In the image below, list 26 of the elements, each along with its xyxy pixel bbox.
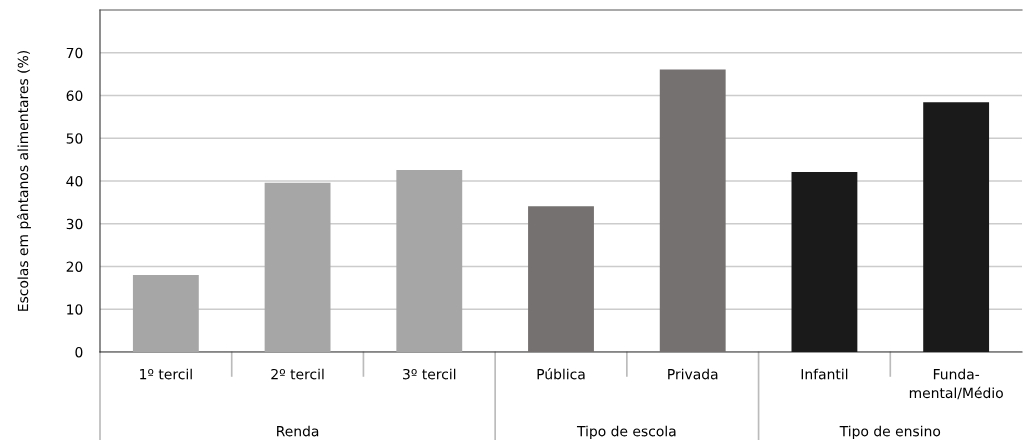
- bar: [264, 182, 331, 352]
- x-tick-label: 2º tercil: [271, 368, 324, 380]
- bar: [396, 169, 463, 352]
- bar: [528, 206, 594, 352]
- y-tick-label: 70: [66, 47, 83, 59]
- y-tick-label: 60: [66, 90, 83, 101]
- y-tick-label: 50: [66, 133, 83, 144]
- y-tick-label: 40: [66, 175, 83, 187]
- x-tick-label: 1º tercil: [140, 368, 192, 380]
- x-tick-label: Privada: [668, 368, 718, 380]
- text: Renda: [277, 425, 319, 437]
- y-axis-title: Escolas em pântanos alimentares (%): [16, 51, 31, 311]
- y-tick-label: 10: [67, 304, 83, 315]
- x-tick-label: 3º tercil: [403, 368, 456, 380]
- bar: [132, 275, 199, 352]
- bar: [791, 172, 858, 352]
- x-tick-label: Funda- mental/Médio: [909, 368, 1003, 400]
- text: Tipo de escola: [576, 425, 676, 440]
- x-tick-label: Pública: [537, 368, 585, 380]
- text: Tipo de ensino: [839, 425, 941, 440]
- y-tick-label: 30: [66, 218, 83, 230]
- y-tick-label: 20: [66, 261, 83, 272]
- y-tick-label: 0: [75, 346, 83, 358]
- x-tick-label: Infantil: [801, 368, 848, 380]
- bar: [923, 102, 990, 352]
- bar: [659, 69, 726, 352]
